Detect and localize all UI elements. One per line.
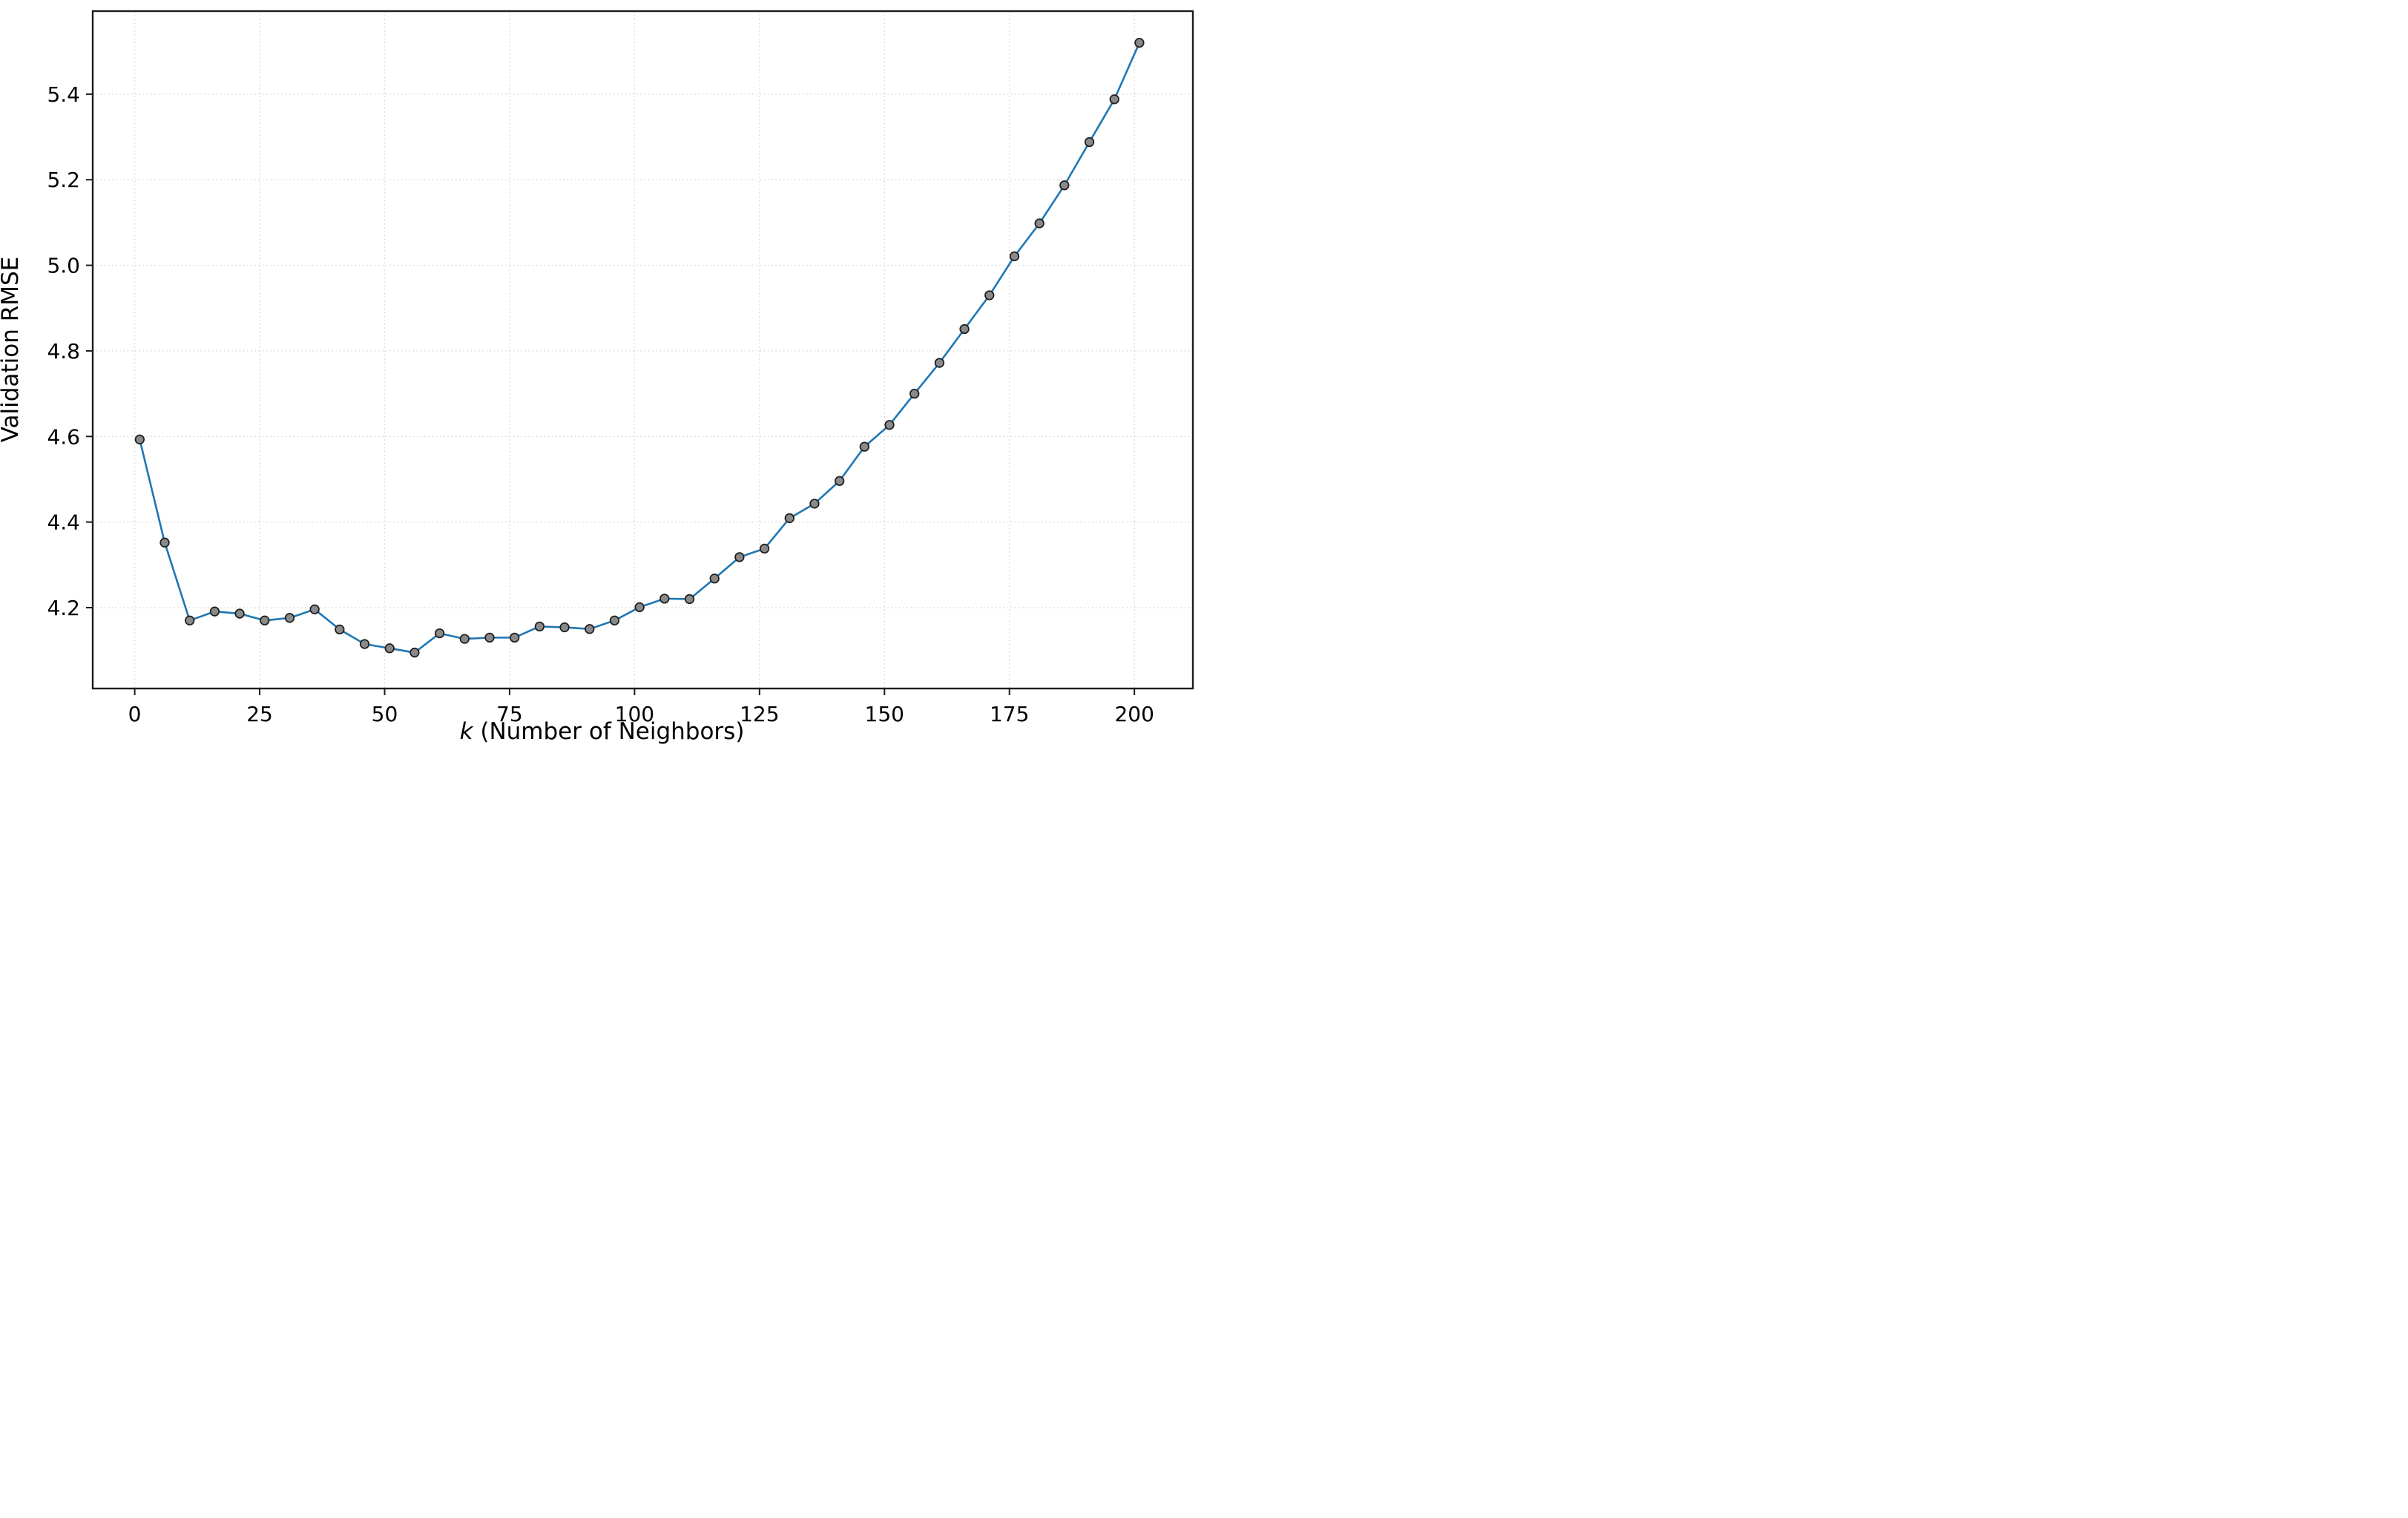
data-point-k-196 <box>1109 94 1119 105</box>
y-tick-label: 4.8 <box>47 339 80 364</box>
y-tick-label: 4.2 <box>47 596 80 620</box>
data-point-k-1 <box>134 434 145 444</box>
x-tick-label: 125 <box>740 702 779 726</box>
data-point-k-146 <box>859 441 869 452</box>
data-point-k-76 <box>510 632 520 643</box>
data-point-k-21 <box>234 608 245 619</box>
data-point-k-61 <box>434 628 445 639</box>
data-point-k-111 <box>684 594 695 605</box>
data-point-k-161 <box>934 358 945 368</box>
data-point-k-81 <box>534 621 545 632</box>
plot-border <box>91 10 1194 690</box>
x-tick-label: 100 <box>615 702 654 726</box>
data-point-k-201 <box>1134 38 1145 48</box>
data-point-k-136 <box>809 499 820 509</box>
x-axis-label: k (Number of Neighbors) <box>0 718 1204 745</box>
rmse-line <box>139 42 1141 654</box>
data-point-k-66 <box>459 634 470 644</box>
x-tick-label: 75 <box>496 702 523 726</box>
data-point-k-51 <box>384 643 395 654</box>
data-point-k-126 <box>759 543 770 554</box>
data-point-k-26 <box>260 615 270 625</box>
y-tick-label: 4.4 <box>47 510 80 535</box>
data-point-k-121 <box>734 552 745 562</box>
x-axis-label-text: (Number of Neighbors) <box>473 718 745 745</box>
data-point-k-156 <box>909 388 920 399</box>
knn-rmse-chart: 0 25 50 75 100 125 150 175 200 4.2 4.4 4.6 4.8 5.0 5.2… <box>47 10 1194 726</box>
y-tick-label: 5.2 <box>47 168 80 192</box>
data-point-k-6 <box>159 537 170 548</box>
data-point-k-131 <box>784 513 795 524</box>
data-point-k-171 <box>984 290 995 300</box>
data-point-k-96 <box>609 615 620 625</box>
data-point-k-116 <box>709 574 720 584</box>
data-point-k-71 <box>484 632 495 643</box>
data-point-k-151 <box>884 420 895 430</box>
data-point-k-166 <box>959 323 970 335</box>
x-tick-label: 0 <box>128 702 142 726</box>
data-point-k-101 <box>634 602 645 613</box>
data-point-k-176 <box>1009 251 1020 262</box>
data-point-k-106 <box>659 594 670 604</box>
x-tick-label: 175 <box>990 702 1029 726</box>
x-tick-label: 150 <box>865 702 904 726</box>
x-tick-label: 25 <box>246 702 273 726</box>
figure: 0 25 50 75 100 125 150 175 200 4.2 4.4 4.6 4.8 5.0 5.2… <box>0 0 1204 759</box>
data-point-k-56 <box>409 647 420 658</box>
y-tick-label: 5.4 <box>47 82 80 107</box>
data-point-k-16 <box>209 606 220 617</box>
y-tick-label: 5.0 <box>47 254 80 278</box>
y-tick-label: 4.6 <box>47 424 80 449</box>
data-point-k-11 <box>185 615 195 625</box>
y-axis-label: Validation RMSE <box>0 256 24 443</box>
data-point-k-36 <box>309 604 320 614</box>
data-point-k-41 <box>335 624 345 635</box>
data-point-k-191 <box>1084 137 1095 148</box>
data-point-k-91 <box>585 624 595 634</box>
data-point-k-141 <box>834 476 845 486</box>
data-point-k-46 <box>359 639 370 649</box>
x-tick-label: 50 <box>372 702 398 726</box>
data-point-k-181 <box>1034 218 1045 229</box>
data-point-k-186 <box>1059 180 1070 191</box>
data-point-k-31 <box>284 613 295 623</box>
x-axis-label-variable: k <box>459 718 473 745</box>
data-point-k-86 <box>559 622 570 633</box>
x-tick-label: 200 <box>1114 702 1154 726</box>
